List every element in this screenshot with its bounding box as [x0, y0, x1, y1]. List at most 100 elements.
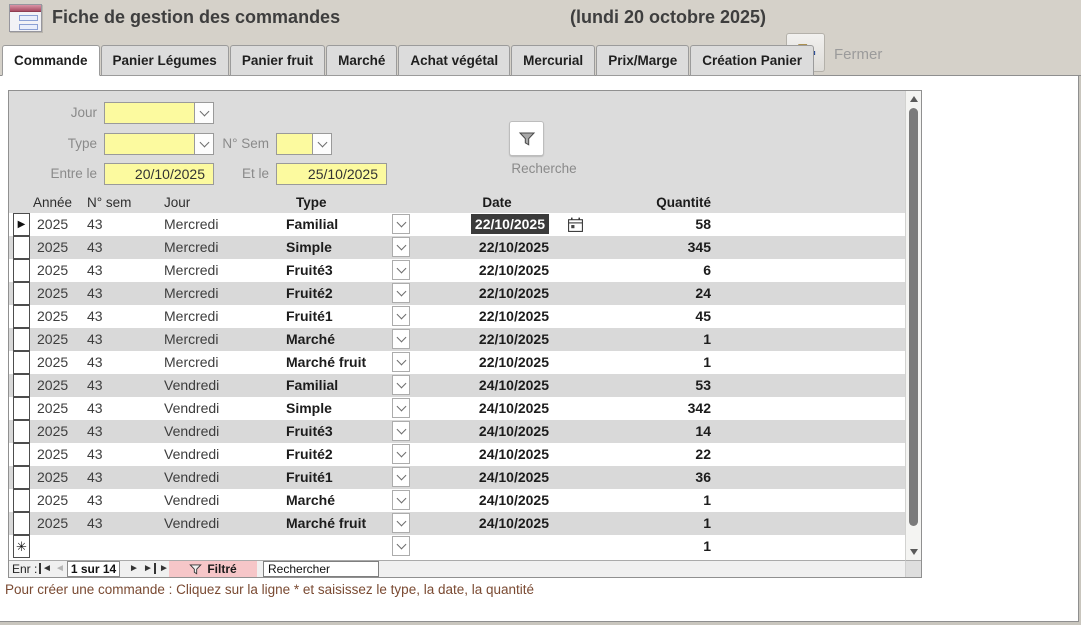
type-combo-button[interactable] — [392, 214, 410, 234]
type-combo-button[interactable] — [392, 467, 410, 487]
cell-qty[interactable]: 6 — [703, 262, 711, 278]
tab-prix-marge[interactable]: Prix/Marge — [596, 45, 690, 76]
cell-date[interactable]: 24/10/2025 — [445, 489, 549, 512]
cell-qty[interactable]: 342 — [687, 400, 711, 416]
record-selector[interactable]: ▶ — [13, 213, 30, 236]
cell-type[interactable]: Marché fruit — [286, 354, 367, 370]
type-combo-button[interactable] — [392, 513, 410, 533]
type-combo-button[interactable] — [392, 260, 410, 280]
cell-type[interactable]: Marché — [286, 492, 336, 508]
record-selector[interactable] — [13, 328, 30, 351]
last-record-button[interactable]: ► — [143, 561, 156, 577]
type-combo-button[interactable] — [392, 283, 410, 303]
jour-dropdown-button[interactable] — [194, 103, 213, 123]
scroll-up-button[interactable] — [906, 91, 922, 107]
cell-qty[interactable]: 345 — [687, 239, 711, 255]
type-dropdown-button[interactable] — [194, 134, 213, 154]
type-combo-button[interactable] — [392, 237, 410, 257]
tab-mercurial[interactable]: Mercurial — [511, 45, 596, 76]
scroll-down-button[interactable] — [906, 544, 922, 560]
cell-type[interactable]: Fruité2 — [286, 446, 333, 462]
record-selector[interactable] — [13, 466, 30, 489]
et-le-field[interactable]: 25/10/2025 — [276, 163, 387, 185]
type-combo-button[interactable] — [392, 444, 410, 464]
cell-qty[interactable]: 24 — [695, 285, 711, 301]
record-selector[interactable] — [13, 443, 30, 466]
cell-date[interactable]: 24/10/2025 — [445, 420, 549, 443]
recherche-button[interactable] — [509, 121, 544, 156]
cell-date[interactable]: 22/10/2025 — [445, 259, 549, 282]
previous-record-button[interactable]: ◄ — [55, 563, 65, 574]
cell-date[interactable]: 22/10/2025 — [445, 328, 549, 351]
calendar-button[interactable] — [565, 215, 585, 234]
cell-date[interactable]: 22/10/2025 — [445, 213, 549, 236]
record-selector[interactable] — [13, 374, 30, 397]
type-combobox[interactable] — [104, 133, 214, 155]
jour-combobox[interactable] — [104, 102, 214, 124]
cell-type[interactable]: Marché fruit — [286, 515, 367, 531]
cell-type[interactable]: Marché — [286, 331, 336, 347]
tab-creation-panier[interactable]: Création Panier — [690, 45, 814, 76]
cell-qty[interactable]: 53 — [695, 377, 711, 393]
record-selector[interactable]: ✳ — [13, 535, 30, 558]
cell-type[interactable]: Fruité3 — [286, 262, 333, 278]
cell-type[interactable]: Simple — [286, 400, 332, 416]
cell-qty[interactable]: 1 — [703, 538, 711, 554]
cell-qty[interactable]: 22 — [695, 446, 711, 462]
cell-date[interactable]: 22/10/2025 — [445, 282, 549, 305]
record-selector[interactable] — [13, 259, 30, 282]
first-record-button[interactable]: ◄ — [39, 561, 52, 577]
record-selector[interactable] — [13, 420, 30, 443]
cell-qty[interactable]: 1 — [703, 515, 711, 531]
tab-panier-legumes[interactable]: Panier Légumes — [100, 45, 229, 76]
record-position-box[interactable]: 1 sur 14 — [67, 561, 120, 577]
filtered-toggle[interactable]: Filtré — [169, 561, 257, 577]
record-selector[interactable] — [13, 351, 30, 374]
cell-date[interactable]: 22/10/2025 — [445, 351, 549, 374]
cell-date[interactable]: 24/10/2025 — [445, 374, 549, 397]
record-selector[interactable] — [13, 489, 30, 512]
cell-date[interactable]: 24/10/2025 — [445, 466, 549, 489]
cell-date[interactable]: 22/10/2025 — [445, 236, 549, 259]
record-selector[interactable] — [13, 282, 30, 305]
type-combo-button[interactable] — [392, 490, 410, 510]
type-combo-button[interactable] — [392, 375, 410, 395]
cell-qty[interactable]: 1 — [703, 354, 711, 370]
cell-date[interactable]: 24/10/2025 — [445, 512, 549, 535]
cell-qty[interactable]: 36 — [695, 469, 711, 485]
type-combo-button[interactable] — [392, 306, 410, 326]
type-combo-button[interactable] — [392, 352, 410, 372]
type-combo-button[interactable] — [392, 398, 410, 418]
tab-achat-vegetal[interactable]: Achat végétal — [398, 45, 511, 76]
tab-commande[interactable]: Commande — [2, 45, 100, 76]
type-combo-button[interactable] — [392, 329, 410, 349]
cell-qty[interactable]: 1 — [703, 331, 711, 347]
cell-qty[interactable]: 1 — [703, 492, 711, 508]
cell-date[interactable]: 22/10/2025 — [445, 305, 549, 328]
record-selector[interactable] — [13, 397, 30, 420]
scrollbar-thumb[interactable] — [909, 108, 918, 526]
semaine-combobox[interactable] — [276, 133, 332, 155]
semaine-dropdown-button[interactable] — [312, 134, 331, 154]
cell-qty[interactable]: 45 — [695, 308, 711, 324]
type-combo-button[interactable] — [392, 536, 410, 556]
tab-panier-fruit[interactable]: Panier fruit — [229, 45, 326, 76]
cell-type[interactable]: Fruité3 — [286, 423, 333, 439]
cell-date[interactable]: 24/10/2025 — [445, 397, 549, 420]
cell-type[interactable]: Familial — [286, 216, 339, 232]
record-selector[interactable] — [13, 305, 30, 328]
cell-type[interactable]: Fruité1 — [286, 308, 333, 324]
cell-type[interactable]: Familial — [286, 377, 339, 393]
cell-date[interactable]: 24/10/2025 — [445, 443, 549, 466]
entre-le-field[interactable]: 20/10/2025 — [104, 163, 214, 185]
next-record-button[interactable]: ► — [129, 563, 139, 574]
cell-type[interactable]: Fruité1 — [286, 469, 333, 485]
cell-qty[interactable]: 14 — [695, 423, 711, 439]
type-combo-button[interactable] — [392, 421, 410, 441]
record-selector[interactable] — [13, 236, 30, 259]
cell-type[interactable]: Simple — [286, 239, 332, 255]
vertical-scrollbar[interactable] — [905, 91, 921, 560]
record-selector[interactable] — [13, 512, 30, 535]
record-search-input[interactable] — [263, 561, 379, 577]
cell-type[interactable]: Fruité2 — [286, 285, 333, 301]
